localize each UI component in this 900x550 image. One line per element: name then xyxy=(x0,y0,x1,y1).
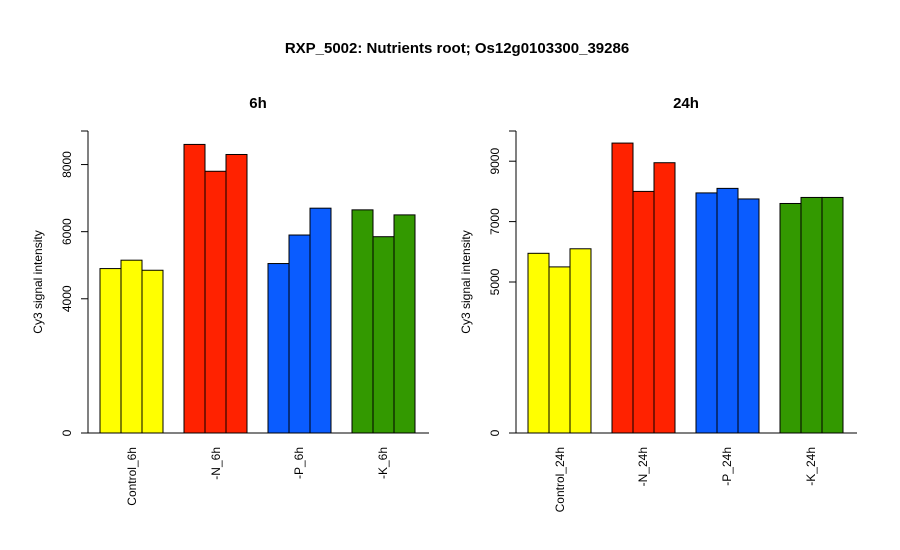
x-tick-label: -N_6h xyxy=(209,447,223,480)
bar xyxy=(120,259,143,434)
bar xyxy=(653,162,676,434)
bar xyxy=(716,187,739,434)
bar xyxy=(99,268,122,434)
y-tick-label: 0 xyxy=(60,429,74,436)
x-tick-label: -K_24h xyxy=(804,447,818,486)
bar xyxy=(267,263,290,434)
panel-24h: 24h Cy3 signal intensity 0 5000 7000 9000 Co… xyxy=(459,95,857,512)
x-tick-label: -N_24h xyxy=(636,447,650,486)
bar xyxy=(632,190,655,434)
bar xyxy=(225,153,248,434)
y-tick-label: 7000 xyxy=(488,208,502,235)
bar xyxy=(527,252,550,434)
bar xyxy=(393,214,416,434)
bar xyxy=(611,142,634,434)
y-tick-label: 9000 xyxy=(488,148,502,175)
y-tick-label: 4000 xyxy=(60,285,74,312)
bar xyxy=(779,202,802,434)
x-tick-label: Control_6h xyxy=(125,447,139,506)
bar xyxy=(821,196,844,434)
bar xyxy=(569,248,592,434)
bar xyxy=(183,143,206,434)
x-tick-label: -P_24h xyxy=(720,447,734,486)
bar xyxy=(309,207,332,434)
x-tick-label: -P_6h xyxy=(292,447,306,479)
y-tick-label: 8000 xyxy=(60,151,74,178)
y-axis-label: Cy3 signal intensity xyxy=(31,230,45,333)
bar xyxy=(800,196,823,434)
bar xyxy=(372,236,395,434)
panel-title: 6h xyxy=(249,95,267,112)
x-tick-label: Control_24h xyxy=(553,447,567,512)
bar xyxy=(737,198,760,434)
y-tick-label: 5000 xyxy=(488,268,502,295)
figure-title: RXP_5002: Nutrients root; Os12g0103300_3… xyxy=(285,40,629,57)
bar xyxy=(351,209,374,434)
y-tick-label: 6000 xyxy=(60,218,74,245)
panel-title: 24h xyxy=(673,95,699,112)
bar xyxy=(141,269,164,434)
bar xyxy=(204,170,227,434)
x-tick-label: -K_6h xyxy=(376,447,390,479)
bar xyxy=(548,266,571,434)
y-axis-label: Cy3 signal intensity xyxy=(459,230,473,333)
bar xyxy=(695,192,718,434)
bar xyxy=(288,234,311,434)
y-tick-label: 0 xyxy=(488,429,502,436)
panel-6h: 6h Cy3 signal intensity 0 4000 6000 8000 Con… xyxy=(31,95,429,506)
